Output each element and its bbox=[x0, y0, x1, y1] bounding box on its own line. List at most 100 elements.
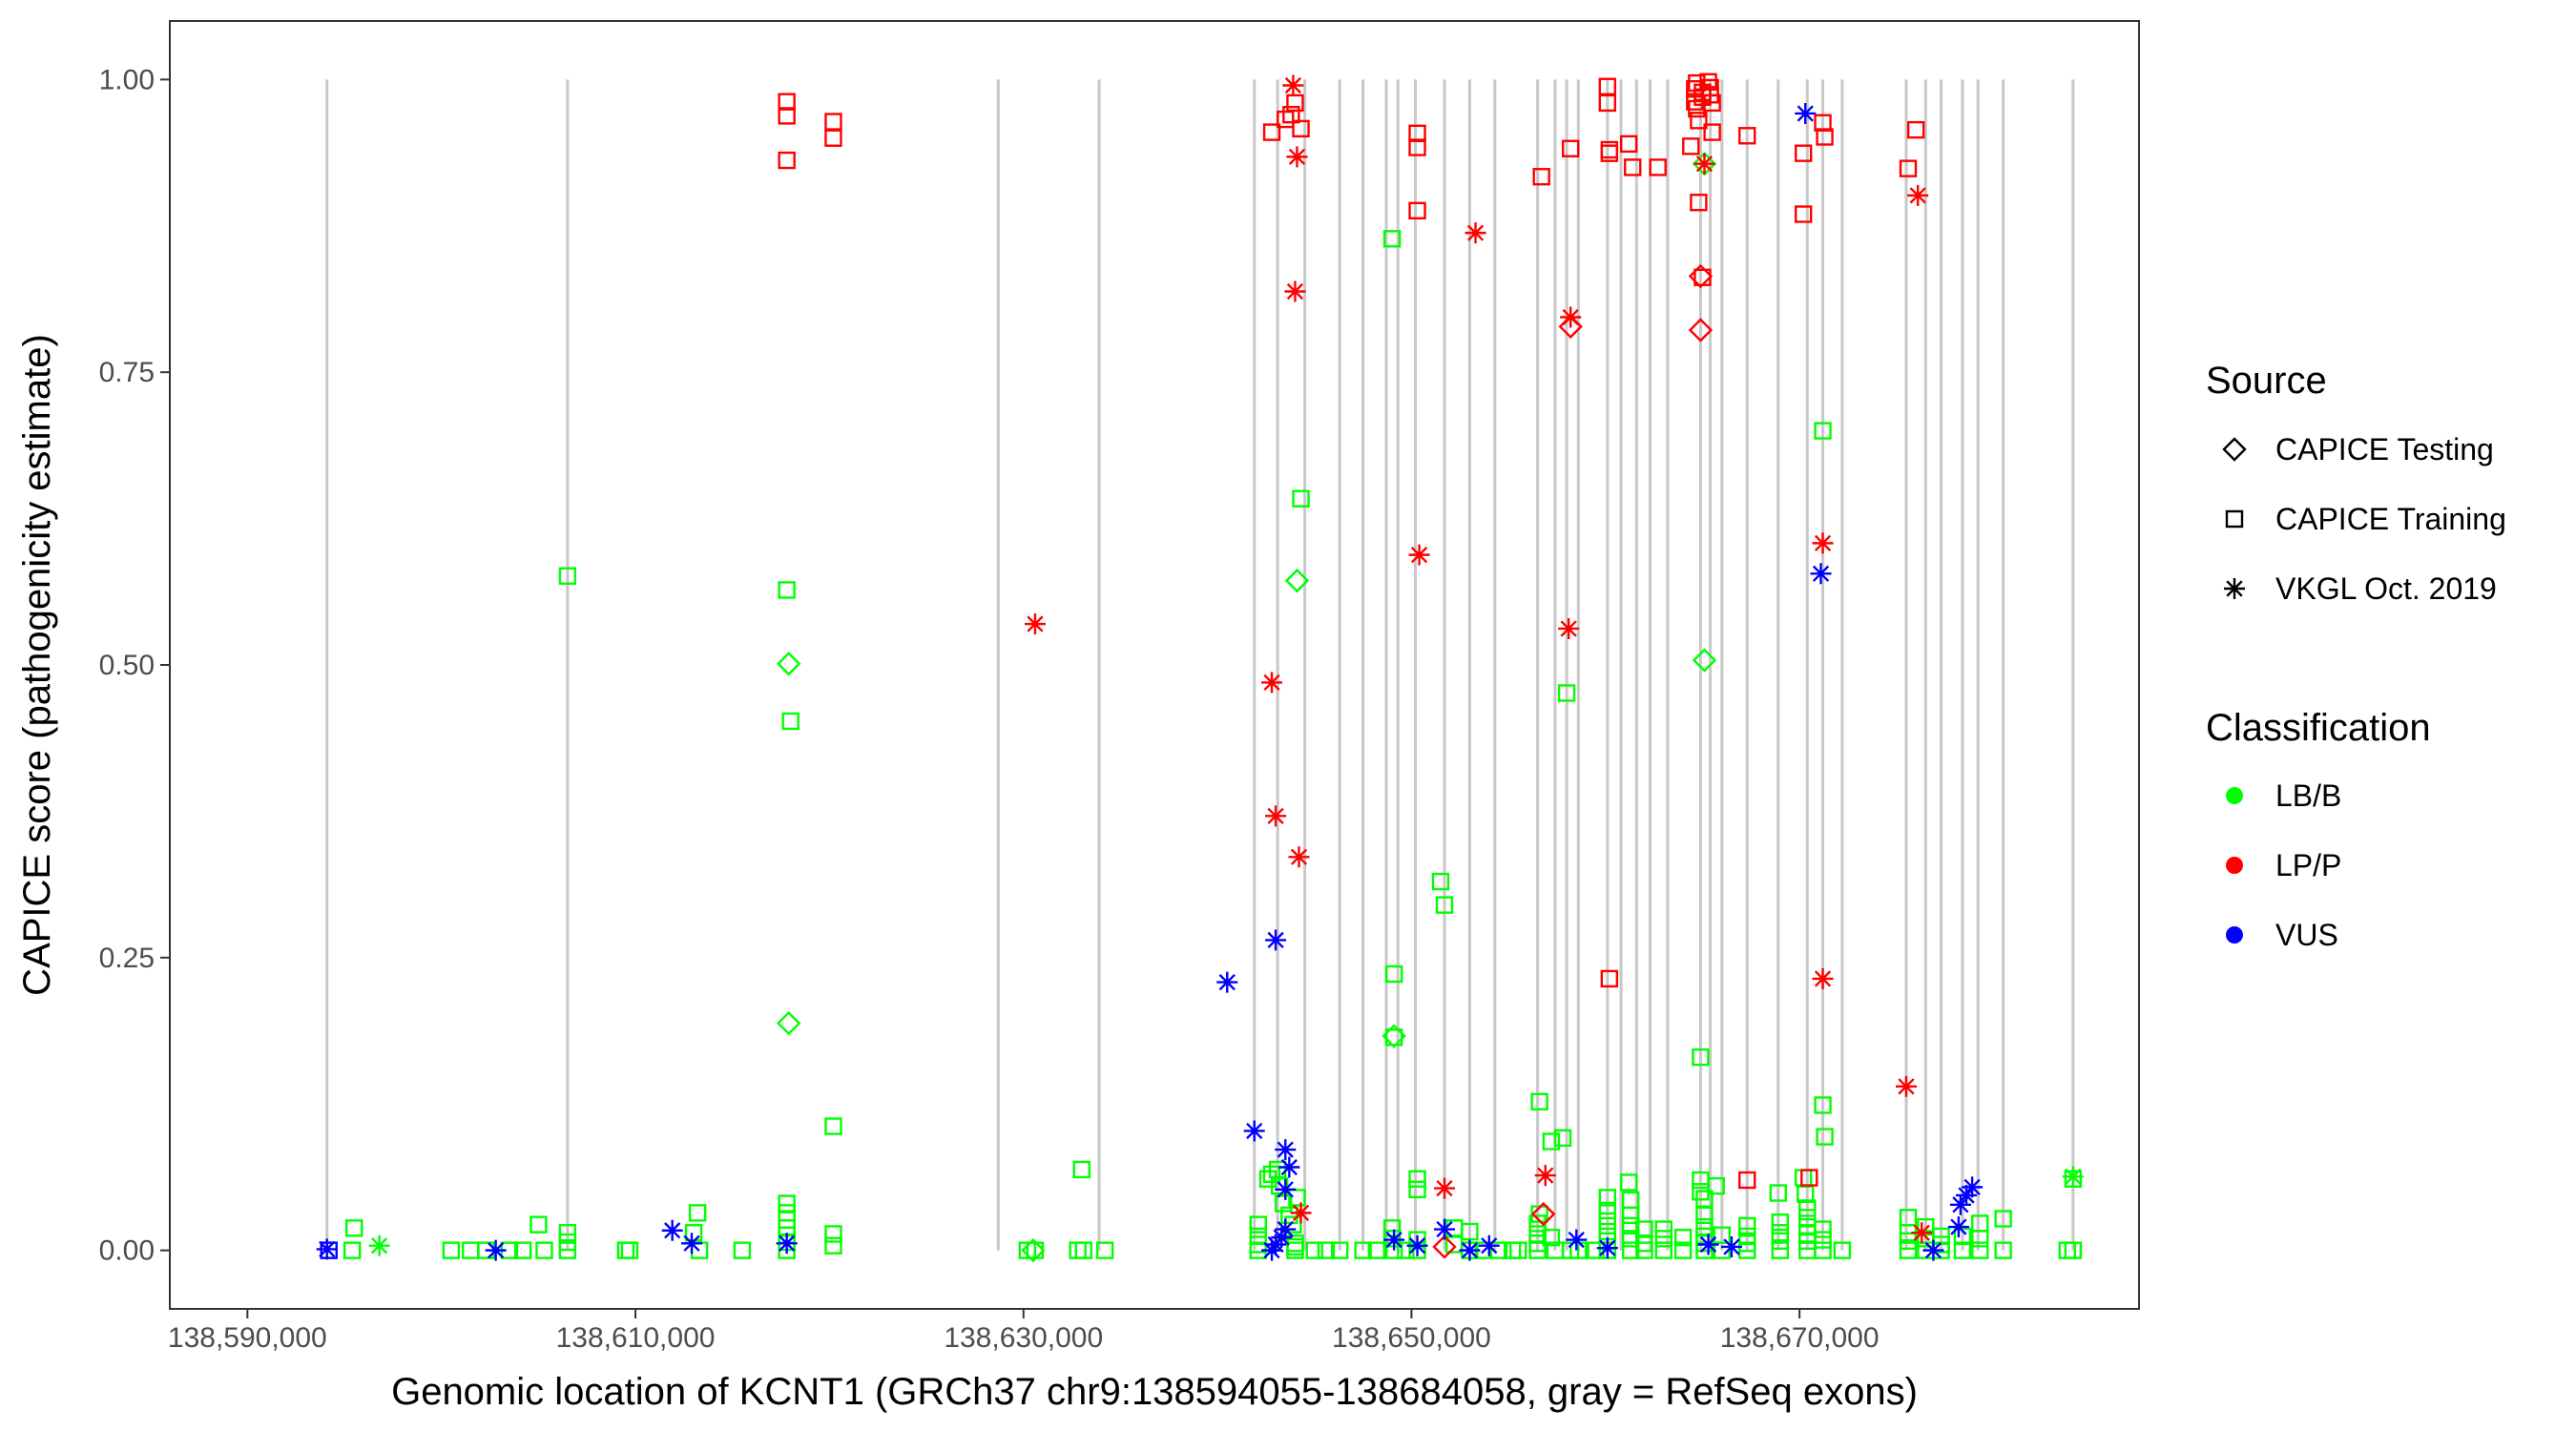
point-lbb-square bbox=[1286, 1241, 1304, 1259]
point-lbb-square bbox=[781, 712, 800, 731]
point-vus-square bbox=[320, 1241, 338, 1259]
x-axis-title: Genomic location of KCNT1 (GRCh37 chr9:1… bbox=[391, 1371, 1918, 1413]
point-lpp-asterisk bbox=[1408, 544, 1430, 566]
point-lpp-asterisk bbox=[1907, 184, 1929, 206]
point-lbb-square bbox=[558, 1241, 577, 1259]
point-vus-asterisk bbox=[1278, 1156, 1300, 1178]
point-lbb-square bbox=[620, 1241, 639, 1259]
point-lbb-square bbox=[1408, 1180, 1426, 1199]
point-lbb-square bbox=[1286, 1237, 1304, 1256]
point-lbb-square bbox=[1270, 1176, 1289, 1195]
point-lbb-square bbox=[442, 1241, 461, 1259]
point-lbb-square bbox=[558, 1224, 577, 1242]
point-lpp-square bbox=[1561, 139, 1580, 157]
legend-source-label: VKGL Oct. 2019 bbox=[2275, 571, 2497, 606]
point-lbb-square bbox=[513, 1241, 532, 1259]
point-lbb-square bbox=[1899, 1241, 1918, 1259]
point-lbb-square bbox=[1971, 1214, 1989, 1233]
point-vus-asterisk bbox=[1596, 1237, 1618, 1259]
point-lbb-square bbox=[1707, 1176, 1725, 1195]
point-lbb-square bbox=[1971, 1230, 1989, 1248]
point-vus-asterisk bbox=[1795, 102, 1817, 124]
point-lbb-square bbox=[1275, 1194, 1293, 1213]
point-lpp-square bbox=[824, 113, 842, 131]
plot-panel-border bbox=[169, 20, 2140, 1310]
point-vus-asterisk bbox=[485, 1239, 507, 1261]
point-lbb-square bbox=[2058, 1241, 2076, 1259]
y-axis: 0.00 0.25 0.50 0.75 1.00 bbox=[99, 64, 170, 1267]
point-lbb-square bbox=[343, 1241, 362, 1259]
point-lpp-asterisk bbox=[1895, 1075, 1917, 1097]
x-tick-label: 138,630,000 bbox=[944, 1322, 1103, 1354]
point-lbb-square bbox=[1816, 1128, 1834, 1146]
point-lbb-square bbox=[1530, 1092, 1548, 1110]
point-lpp-square bbox=[1277, 110, 1295, 129]
legend-class-label: VUS bbox=[2275, 918, 2338, 952]
point-lbb-square bbox=[1994, 1241, 2012, 1259]
point-lbb-square bbox=[1330, 1241, 1349, 1259]
point-lpp-asterisk bbox=[1261, 672, 1283, 694]
point-lbb-square bbox=[1528, 1241, 1547, 1259]
point-vus-asterisk bbox=[1566, 1229, 1588, 1251]
point-lpp-asterisk bbox=[1812, 967, 1834, 989]
point-lbb-square bbox=[1598, 1189, 1617, 1207]
x-tick-label: 138,610,000 bbox=[556, 1322, 716, 1354]
point-lbb-square bbox=[824, 1236, 842, 1255]
point-lbb-square bbox=[1408, 1170, 1426, 1188]
point-lbb-square bbox=[1654, 1241, 1672, 1259]
point-lpp-square bbox=[1292, 119, 1310, 138]
point-lpp-square bbox=[1906, 120, 1925, 139]
point-lbb-square bbox=[1899, 1232, 1918, 1251]
point-lpp-square bbox=[1598, 93, 1617, 113]
point-lpp-asterisk bbox=[1282, 74, 1304, 96]
point-lbb-asterisk bbox=[2062, 1166, 2084, 1188]
legend-color-key bbox=[2226, 787, 2243, 804]
point-lpp-square bbox=[1690, 194, 1708, 212]
point-vus-asterisk bbox=[1459, 1239, 1481, 1261]
point-vus-asterisk bbox=[1406, 1234, 1428, 1256]
legend: Source CAPICE Testing CAPICE Training VKGL… bbox=[2206, 360, 2506, 952]
point-lpp-square bbox=[1408, 138, 1426, 156]
point-vus-asterisk bbox=[1478, 1234, 1500, 1256]
legend-class-label: LP/P bbox=[2275, 848, 2341, 882]
y-tick-label: 0.75 bbox=[99, 357, 155, 388]
point-vus-asterisk bbox=[1243, 1120, 1265, 1142]
point-vus-asterisk bbox=[681, 1233, 703, 1255]
point-lbb-square bbox=[1288, 1189, 1306, 1207]
point-lpp-asterisk bbox=[1434, 1177, 1456, 1199]
point-lbb-square bbox=[1814, 1231, 1832, 1249]
point-lbb-square bbox=[824, 1117, 842, 1135]
point-lpp-square bbox=[1800, 1169, 1818, 1187]
point-lbb-square bbox=[1072, 1160, 1091, 1179]
point-lbb-square bbox=[1280, 1206, 1298, 1225]
legend-source-label: CAPICE Training bbox=[2275, 502, 2506, 536]
point-lbb-square bbox=[1382, 230, 1402, 248]
point-lbb-square bbox=[1622, 1216, 1640, 1235]
exon-lines bbox=[325, 79, 2075, 1251]
point-lbb-square bbox=[1509, 1241, 1527, 1259]
point-lbb-square bbox=[1654, 1230, 1672, 1248]
x-tick-label: 138,650,000 bbox=[1332, 1322, 1491, 1354]
point-lpp-square bbox=[1816, 128, 1834, 146]
point-lbb-square bbox=[1635, 1241, 1653, 1259]
point-lpp-square bbox=[824, 129, 842, 147]
y-tick-label: 0.50 bbox=[99, 650, 155, 681]
x-tick-label: 138,670,000 bbox=[1720, 1322, 1880, 1354]
point-lpp-square bbox=[1703, 123, 1721, 141]
point-lpp-square bbox=[1600, 144, 1619, 162]
point-vus-asterisk bbox=[1949, 1193, 1971, 1215]
point-lbb-square bbox=[733, 1241, 752, 1259]
point-lpp-square bbox=[1703, 93, 1721, 113]
point-lpp-square bbox=[778, 107, 796, 125]
point-vus-asterisk bbox=[1275, 1218, 1297, 1240]
y-axis-title: CAPICE score (pathogenicity estimate) bbox=[16, 334, 58, 996]
point-lbb-square bbox=[1899, 1209, 1918, 1227]
point-lbb-diamond bbox=[1381, 1024, 1406, 1048]
point-lbb-square bbox=[1305, 1241, 1323, 1259]
point-lbb-square bbox=[1317, 1241, 1336, 1259]
x-axis: 138,590,000 138,610,000 138,630,000 138,650… bbox=[168, 1309, 1880, 1354]
point-lbb-square bbox=[1074, 1241, 1092, 1259]
point-lpp-square bbox=[1814, 114, 1832, 132]
point-lpp-asterisk bbox=[1465, 222, 1486, 244]
